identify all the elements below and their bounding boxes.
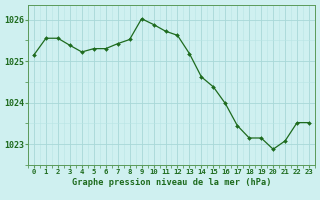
X-axis label: Graphe pression niveau de la mer (hPa): Graphe pression niveau de la mer (hPa) — [72, 178, 271, 187]
